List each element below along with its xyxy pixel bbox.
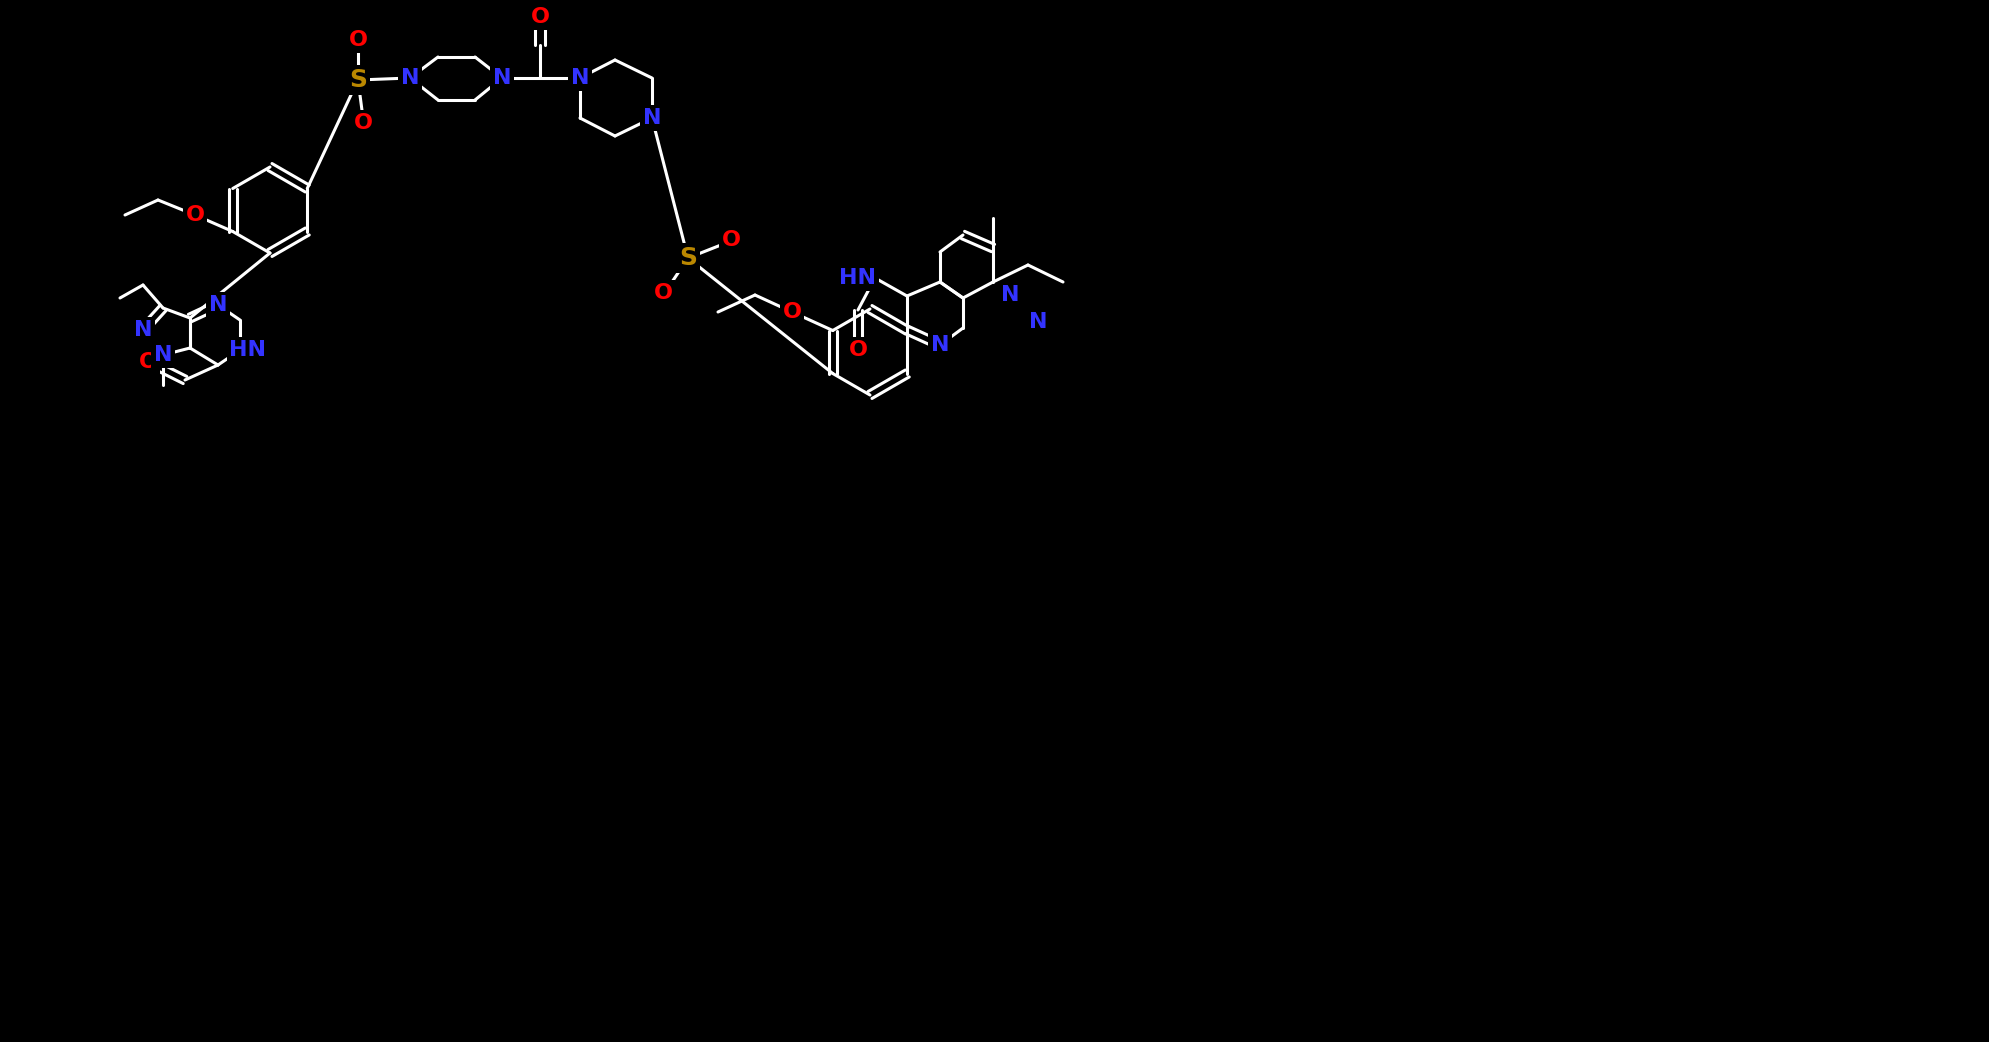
- Text: N: N: [153, 345, 173, 365]
- Text: O: O: [654, 283, 672, 303]
- Text: O: O: [531, 7, 549, 27]
- Text: N: N: [931, 334, 949, 355]
- Text: N: N: [1000, 286, 1018, 305]
- Text: HN: HN: [229, 340, 267, 359]
- Text: O: O: [722, 230, 740, 250]
- Text: O: O: [782, 302, 802, 322]
- Text: N: N: [209, 295, 227, 315]
- Text: O: O: [354, 113, 372, 133]
- Text: O: O: [185, 205, 205, 225]
- Text: O: O: [348, 30, 368, 50]
- Text: HN: HN: [839, 268, 877, 288]
- Text: O: O: [139, 352, 157, 372]
- Text: N: N: [642, 108, 660, 128]
- Text: N: N: [400, 68, 420, 88]
- Text: S: S: [678, 246, 696, 270]
- Text: O: O: [849, 340, 867, 359]
- Text: N: N: [1028, 312, 1048, 332]
- Text: N: N: [493, 68, 511, 88]
- Text: N: N: [133, 320, 153, 340]
- Text: N: N: [571, 68, 589, 88]
- Text: S: S: [348, 68, 368, 92]
